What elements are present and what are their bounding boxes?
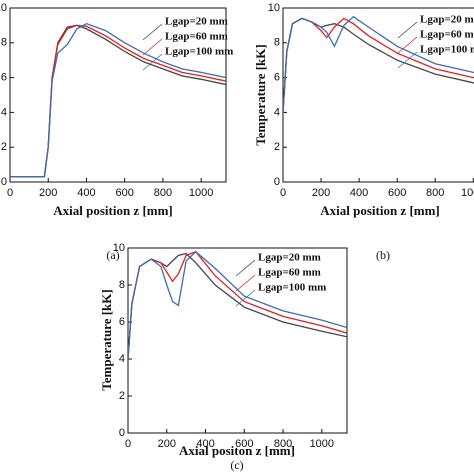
x-tick-label: 800 [274,438,292,450]
x-tick-label: 200 [39,187,57,199]
x-tick-label: 200 [158,438,176,450]
legend-label: Lgap=100 mm [420,44,474,56]
legend-leader [235,289,256,307]
x-tick-label: 400 [350,187,368,199]
y-axis-label: Temperature [kK] [253,44,268,145]
x-tick-label: 1000 [189,187,213,199]
x-axis-label: Axial position z [mm] [53,203,173,218]
legend-leader [142,53,163,71]
y-tick-label: 10 [0,2,7,14]
x-tick-label: 600 [116,187,134,199]
legend-leader [397,21,418,39]
x-tick-label: 400 [196,438,214,450]
y-tick-label: 2 [119,390,125,402]
y-tick-label: 8 [274,37,280,49]
y-tick-label: 4 [274,106,280,118]
y-tick-label: 8 [1,37,7,49]
data-line [128,250,347,360]
legend-leader [397,36,418,54]
data-line [10,22,226,178]
x-axis-label: Axial positon z [mm] [179,443,295,458]
y-tick-label: 8 [119,279,125,291]
x-tick-label: 200 [312,187,330,199]
plot-frame [9,7,227,183]
x-tick-label: 0 [125,438,131,450]
x-axis-label: Axial position z [mm] [320,203,440,218]
legend-label: Lgap=20 mm [258,252,321,264]
plot-frame [127,247,348,434]
y-tick-label: 6 [274,72,280,84]
y-tick-label: 0 [119,427,125,439]
legend-label: Lgap=20 mm [165,16,228,28]
legend-label: Lgap=20 mm [420,14,474,26]
x-tick-label: 800 [154,187,172,199]
x-tick-label: 1000 [310,438,334,450]
y-tick-label: 4 [119,353,125,365]
legend-label: Lgap=60 mm [420,29,474,41]
caption: (b) [376,248,390,262]
legend-label: Lgap=60 mm [165,31,228,43]
legend-leader [142,38,163,56]
legend-leader [235,274,256,292]
y-tick-label: 4 [1,106,7,118]
y-tick-label: 10 [268,2,280,14]
legend-leader [235,259,256,277]
y-axis-label: Temperature [kK] [99,289,114,390]
y-tick-label: 6 [119,316,125,328]
y-tick-label: 6 [1,72,7,84]
plot-frame [282,7,474,183]
x-tick-label: 600 [235,438,253,450]
y-tick-label: 10 [113,242,125,254]
x-tick-label: 600 [388,187,406,199]
y-tick-label: 0 [274,176,280,188]
y-tick-label: 2 [274,141,280,153]
x-tick-label: 0 [7,187,13,199]
caption: (c) [230,458,243,472]
x-tick-label: 400 [77,187,95,199]
x-tick-label: 0 [280,187,286,199]
legend-label: Lgap=100 mm [165,46,233,58]
x-tick-label: 800 [426,187,444,199]
y-tick-label: 0 [1,176,7,188]
legend-label: Lgap=60 mm [258,267,321,279]
data-line [283,15,474,113]
legend-leader [142,23,163,41]
x-tick-label: 1000 [461,187,474,199]
legend-leader [397,51,418,69]
y-tick-label: 2 [1,141,7,153]
legend-label: Lgap=100 mm [258,282,326,294]
caption: (a) [106,248,119,262]
